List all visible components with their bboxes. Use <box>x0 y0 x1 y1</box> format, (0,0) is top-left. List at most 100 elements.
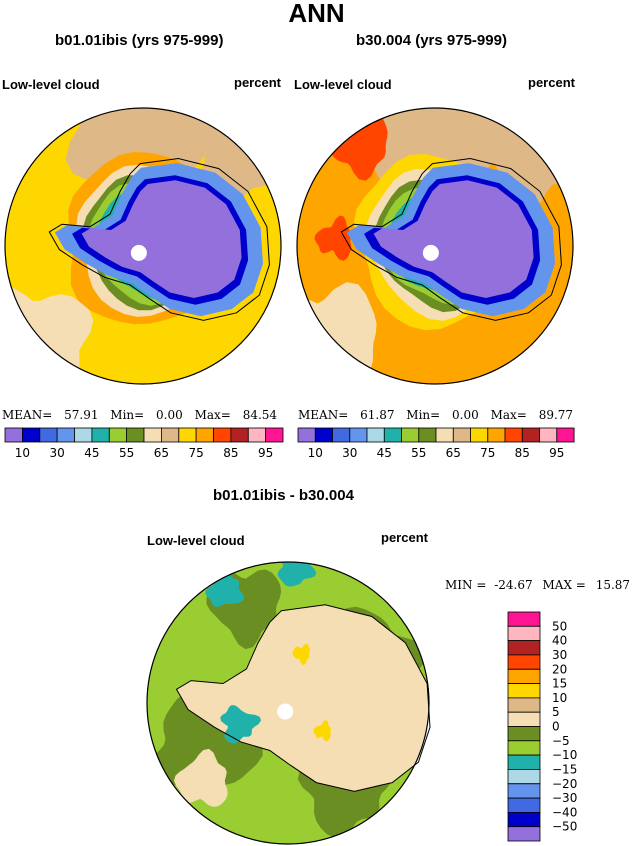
colorbar-swatch <box>213 427 232 443</box>
panel3-min-label: MIN = <box>445 578 487 592</box>
panel1-variable-label: Low-level cloud <box>2 77 100 92</box>
colorbar-tick-label: 30 <box>49 446 64 460</box>
diff-patch <box>292 643 311 666</box>
colorbar-tick-label: 85 <box>515 446 530 460</box>
colorbar-tick-label: 55 <box>119 446 134 460</box>
colorbar-tick-label: 15 <box>552 677 567 691</box>
map-panel1 <box>4 107 282 385</box>
panel1-mean-value: 57.91 <box>64 408 99 422</box>
panel2-max-label: Max= <box>490 408 527 422</box>
colorbar-tick-label: 45 <box>84 446 99 460</box>
colorbar-swatch <box>314 427 333 443</box>
colorbar-tick-label: −40 <box>552 805 577 819</box>
colorbar-tick-label: −50 <box>552 820 577 834</box>
colorbar-swatch <box>366 427 385 443</box>
colorbar-tick-label: −5 <box>552 734 570 748</box>
colorbar-swatch <box>230 427 249 443</box>
colorbar-tick-label: 75 <box>188 446 203 460</box>
colorbar-tick-label: 75 <box>480 446 495 460</box>
panel1-max-value: 84.54 <box>242 408 278 422</box>
panel1-units-label: percent <box>234 75 281 90</box>
pole-hole <box>130 244 147 261</box>
colorbar-panel1: 10 30 45 55 65 75 85 95 <box>4 427 284 460</box>
colorbar-tick-label: 10 <box>552 691 567 705</box>
panel2-variable-label: Low-level cloud <box>294 77 392 92</box>
panel1-min-label: Min= <box>110 408 145 422</box>
diff-patch <box>277 562 317 587</box>
colorbar-tick-label: 10 <box>15 446 30 460</box>
colorbar-swatch <box>178 427 197 443</box>
panel1-stats: MEAN= 57.91 Min= 0.00 Max= 84.54 <box>2 408 277 422</box>
diff-patch <box>148 691 263 793</box>
northern-band <box>65 108 236 189</box>
colorbar-swatch <box>487 427 506 443</box>
colorbar-tick-label: −20 <box>552 777 577 791</box>
ice-sheet-interior <box>373 180 534 298</box>
colorbar-swatch <box>507 640 541 656</box>
diff-patch <box>174 748 228 807</box>
coastline <box>340 157 562 321</box>
northern-band <box>5 287 94 384</box>
map-border <box>146 561 430 845</box>
colorbar-swatch <box>507 826 541 842</box>
panel2-stats: MEAN= 61.87 Min= 0.00 Max= 89.77 <box>298 408 573 422</box>
map-panel3-field <box>147 562 429 844</box>
panel2-units-label: percent <box>528 75 575 90</box>
colorbar-swatch <box>108 427 128 443</box>
colorbar-tick-label: 40 <box>552 634 567 648</box>
colorbar-swatch <box>539 427 558 443</box>
map-panel3 <box>146 561 431 845</box>
colorbar-swatch <box>143 427 162 443</box>
diff-patch <box>220 705 262 744</box>
panel2-title: b30.004 (yrs 975-999) <box>356 32 507 49</box>
colorbar-swatch <box>507 754 541 770</box>
colorbar-swatch <box>507 668 541 684</box>
colorbar-swatch <box>507 726 541 742</box>
colorbar-swatch <box>297 427 316 443</box>
map-panel2-field <box>297 108 573 384</box>
panel3-variable-label: Low-level cloud <box>147 533 245 548</box>
colorbar-tick-label: −30 <box>552 791 577 805</box>
colorbar-tick-label: 0 <box>552 720 560 734</box>
colorbar-swatch <box>507 797 541 813</box>
colorbar-swatch <box>39 427 58 443</box>
high-cloud-patch <box>314 215 353 261</box>
panel3-max-value: 15.87 <box>595 578 631 592</box>
colorbar-swatch <box>507 611 541 627</box>
colorbar-tick-label: 10 <box>308 446 323 460</box>
colorbar-swatch <box>507 683 541 699</box>
panel3-min-value: -24.67 <box>494 578 533 592</box>
map-border <box>296 107 574 385</box>
colorbar-swatch <box>74 427 93 443</box>
colorbar-swatch <box>507 783 541 799</box>
colorbar-swatch <box>21 427 41 443</box>
colorbar-swatch <box>504 427 523 443</box>
panel1-mean-label: MEAN= <box>2 408 53 422</box>
colorbar-tick-label: 65 <box>446 446 461 460</box>
colorbar-tick-label: 65 <box>154 446 169 460</box>
panel2-min-value: 0.00 <box>452 408 479 422</box>
colorbar-tick-label: 95 <box>258 446 273 460</box>
colorbar-swatch <box>507 740 541 756</box>
panel1-min-value: 0.00 <box>156 408 183 422</box>
colorbar-swatch <box>507 654 541 670</box>
colorbar-swatch <box>507 812 541 828</box>
colorbar-tick-label: −10 <box>552 748 577 762</box>
colorbar-tick-label: 50 <box>552 619 567 633</box>
diff-patch <box>313 720 331 742</box>
diff-continent <box>176 604 429 792</box>
panel2-min-label: Min= <box>406 408 441 422</box>
colorbar-swatch <box>383 427 402 443</box>
colorbar-swatch <box>556 427 575 443</box>
panel2-mean-value: 61.87 <box>360 408 395 422</box>
colorbar-tick-label: 30 <box>552 648 567 662</box>
colorbar-tick-label: 5 <box>552 705 560 719</box>
panel2-mean-label: MEAN= <box>298 408 349 422</box>
colorbar-swatch <box>507 769 541 785</box>
colorbar-tick-label: 30 <box>342 446 357 460</box>
colorbar-tick-label: 20 <box>552 662 567 676</box>
map-panel1-field <box>5 108 281 384</box>
northern-band <box>356 108 526 198</box>
